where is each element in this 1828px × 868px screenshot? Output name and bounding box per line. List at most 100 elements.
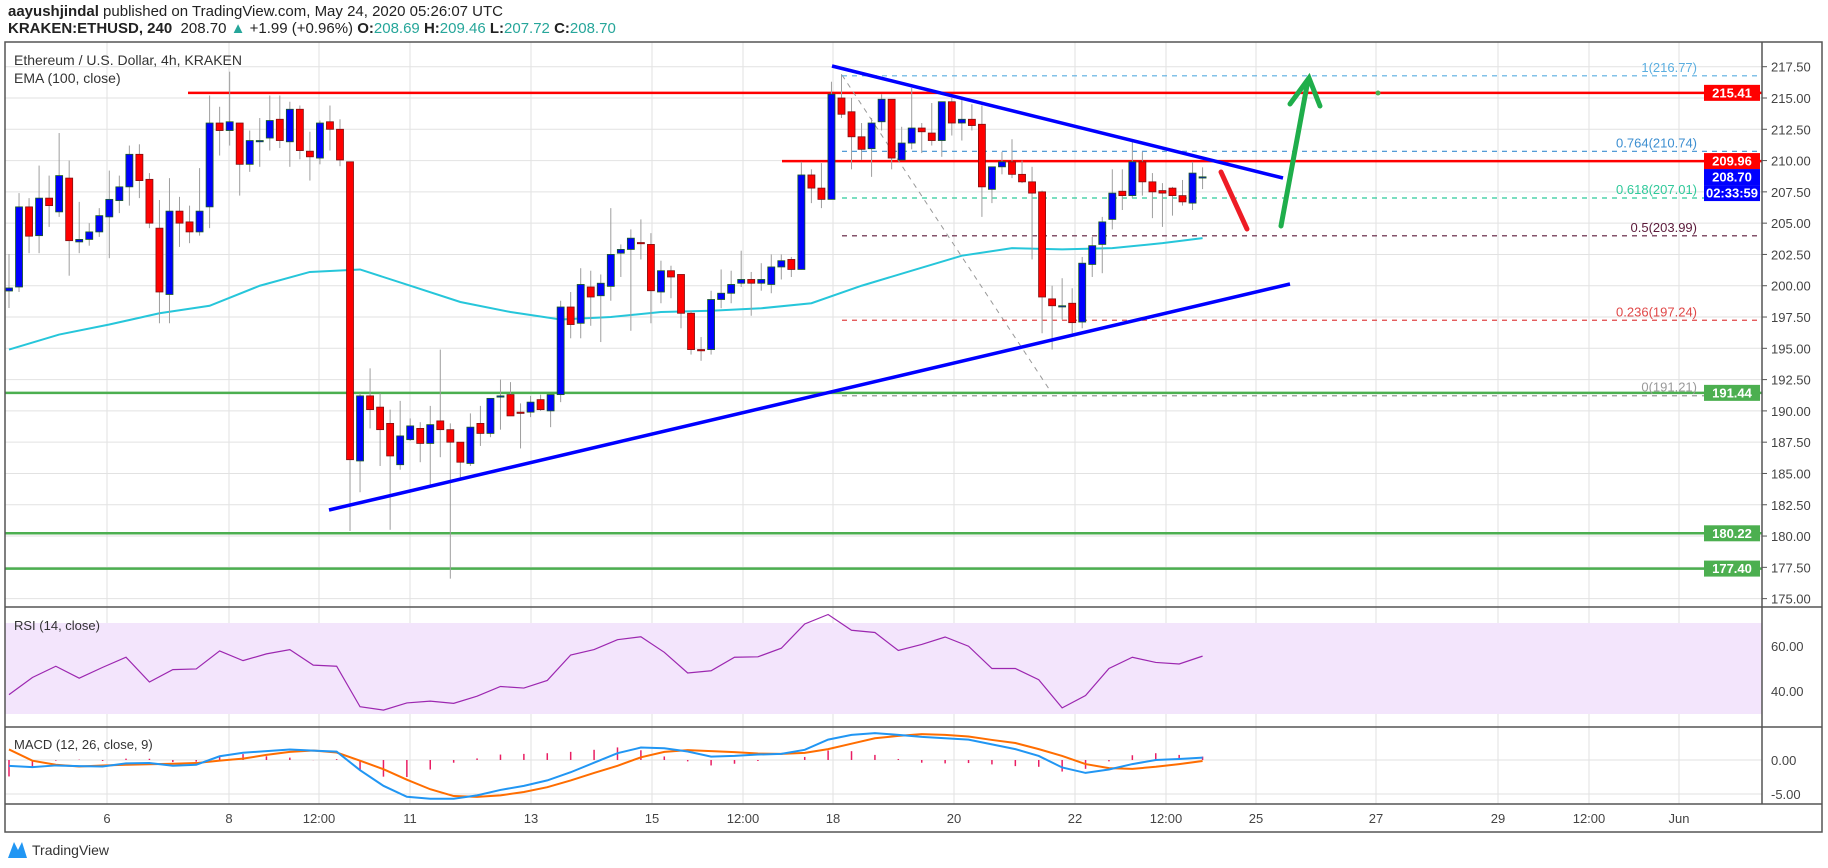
candle	[255, 118, 264, 167]
candle	[877, 94, 886, 131]
candle	[496, 379, 505, 430]
candle	[1018, 160, 1026, 184]
candle	[737, 250, 746, 287]
fibonacci-retracement[interactable]: 1(216.77) 0.764(210.74) 0.618(207.01) 0.5(2…	[841, 60, 1762, 397]
candle	[937, 101, 946, 157]
candle	[295, 105, 304, 160]
candle	[1118, 169, 1127, 211]
candle-body	[967, 118, 976, 126]
candle-body	[606, 254, 615, 287]
candle	[606, 208, 615, 301]
price-tick-label: 190.00	[1771, 404, 1811, 419]
candle	[757, 263, 766, 291]
candle	[436, 349, 445, 458]
price-tick-label: 212.50	[1771, 122, 1811, 137]
time-tick-label: 29	[1491, 811, 1505, 826]
time-tick-label: 6	[103, 811, 110, 826]
candle-body	[85, 231, 94, 240]
level-anchor-dot[interactable]	[1375, 90, 1381, 96]
candle-body	[516, 411, 525, 414]
candle-body	[717, 292, 726, 300]
candle-body	[1098, 221, 1107, 245]
candle	[837, 74, 846, 119]
ema-legend: EMA (100, close)	[14, 70, 121, 86]
red-arrow-down	[1218, 169, 1250, 232]
candle	[55, 133, 64, 217]
candle	[285, 101, 294, 167]
candle-body	[1038, 191, 1046, 298]
candle	[105, 170, 114, 259]
candle	[1068, 288, 1077, 334]
candle-body	[215, 122, 224, 131]
fib-level-label: 0.618(207.01)	[1616, 182, 1697, 197]
candle	[275, 95, 284, 149]
candle	[626, 229, 635, 331]
macd-histogram	[8, 747, 1204, 777]
candle	[1108, 169, 1117, 230]
candle	[897, 126, 906, 161]
price-tick-label: 197.50	[1771, 310, 1811, 325]
candle-body	[45, 197, 54, 207]
candle	[717, 269, 726, 309]
ascending-trendline[interactable]	[328, 282, 1291, 512]
candle-body	[1178, 195, 1187, 203]
time-tick-label: 13	[524, 811, 538, 826]
candle-body	[356, 395, 364, 462]
last-price-tag	[1704, 169, 1760, 186]
descending-trendline[interactable]	[831, 64, 1284, 180]
candle	[797, 161, 806, 270]
candle	[386, 409, 395, 530]
tradingview-logo[interactable]: TradingView	[8, 842, 110, 858]
price-tick-label: 215.00	[1771, 91, 1811, 106]
candle-body	[988, 166, 996, 190]
candle	[346, 161, 354, 532]
candle-body	[737, 279, 746, 284]
candle-body	[767, 266, 776, 285]
candle	[1148, 173, 1157, 219]
candle	[15, 193, 23, 292]
candle	[476, 405, 485, 446]
chart-frame	[4, 41, 1823, 833]
high-value: 209.46	[439, 20, 486, 37]
price-tag-resistance	[1704, 153, 1760, 170]
candle	[155, 199, 164, 324]
candle	[376, 393, 385, 466]
candle-body	[626, 237, 635, 250]
candle-body	[25, 206, 33, 237]
price-tag-support	[1704, 525, 1760, 542]
candle	[576, 268, 585, 339]
candle	[546, 394, 555, 428]
time-tick-label: 12:00	[1150, 811, 1183, 826]
candle	[817, 163, 826, 209]
candle-body	[546, 394, 555, 412]
candle-body	[376, 406, 385, 431]
candle-body	[1148, 181, 1157, 193]
candle-body	[285, 108, 294, 143]
candle	[316, 120, 324, 165]
candle	[787, 256, 796, 277]
candle-body	[1138, 161, 1147, 183]
last-price-label: 208.70	[1712, 170, 1752, 185]
candle-body	[446, 429, 455, 443]
candle-body	[5, 287, 13, 292]
candle-body	[205, 122, 214, 208]
candle-body	[727, 284, 736, 294]
candle-body	[305, 150, 314, 158]
candle	[35, 165, 43, 254]
candle	[366, 368, 374, 429]
candle-body	[1048, 298, 1057, 307]
low-value: 207.72	[504, 20, 550, 37]
fib-level-label: 0.236(197.24)	[1616, 304, 1697, 319]
author-link[interactable]: aayushjindal	[8, 3, 99, 20]
price-tag-label: 191.44	[1712, 385, 1753, 400]
candle	[1098, 216, 1107, 274]
time-tick-label: Jun	[1669, 811, 1690, 826]
candle-body	[165, 210, 174, 295]
candle	[947, 97, 956, 136]
candle-body	[486, 397, 495, 434]
candle-body	[586, 286, 595, 298]
candle-body	[346, 161, 354, 461]
tradingview-logo-icon	[8, 842, 27, 858]
candle-body	[406, 425, 415, 441]
